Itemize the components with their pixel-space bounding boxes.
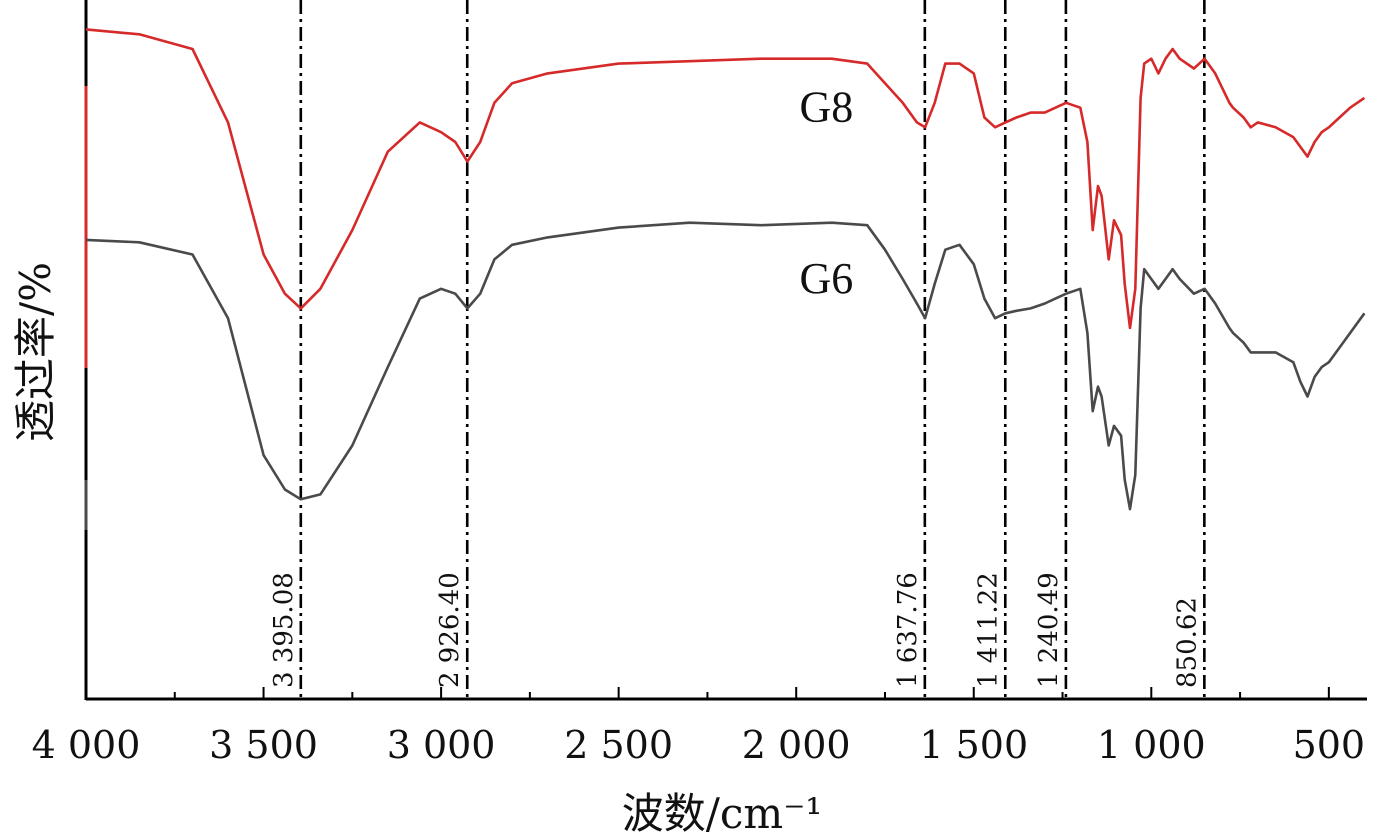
x-tick-label-1500: 1 500 — [919, 723, 1028, 767]
series-line-g8 — [85, 28, 1366, 330]
x-tick-label-500: 500 — [1293, 723, 1366, 767]
x-tick-label-1000: 1 000 — [1097, 723, 1206, 767]
x-tick-label-4000: 4 000 — [32, 723, 141, 767]
series-label-g8: G8 — [799, 83, 853, 132]
x-tick-label-2500: 2 500 — [564, 723, 673, 767]
peak-label-0: 3 395.08 — [269, 572, 299, 688]
series-line-g6 — [85, 221, 1366, 511]
peak-label-1: 2 926.40 — [435, 572, 465, 688]
x-tick-label-3000: 3 000 — [387, 723, 496, 767]
peak-markers: 3 395.08 2 926.40 1 637.76 1 411.22 1 240.49… — [269, 0, 1206, 699]
x-ticks: 4 000 3 500 3 000 2 500 2 000 1 500 1 000 500 — [32, 687, 1366, 767]
axes — [84, 0, 1367, 701]
series-labels: G8 G6 — [799, 83, 853, 303]
x-tick-label-3500: 3 500 — [209, 723, 318, 767]
peak-label-5: 850.62 — [1172, 597, 1202, 688]
peak-label-3: 1 411.22 — [973, 572, 1003, 688]
y-axis-title: 透过率/% — [11, 262, 60, 442]
peak-label-4: 1 240.49 — [1034, 572, 1064, 688]
x-axis-title: 波数/cm⁻¹ — [622, 789, 823, 838]
x-tick-label-2000: 2 000 — [742, 723, 851, 767]
series-label-g6: G6 — [799, 254, 853, 303]
peak-label-2: 1 637.76 — [893, 572, 923, 688]
series-lines — [85, 28, 1366, 511]
